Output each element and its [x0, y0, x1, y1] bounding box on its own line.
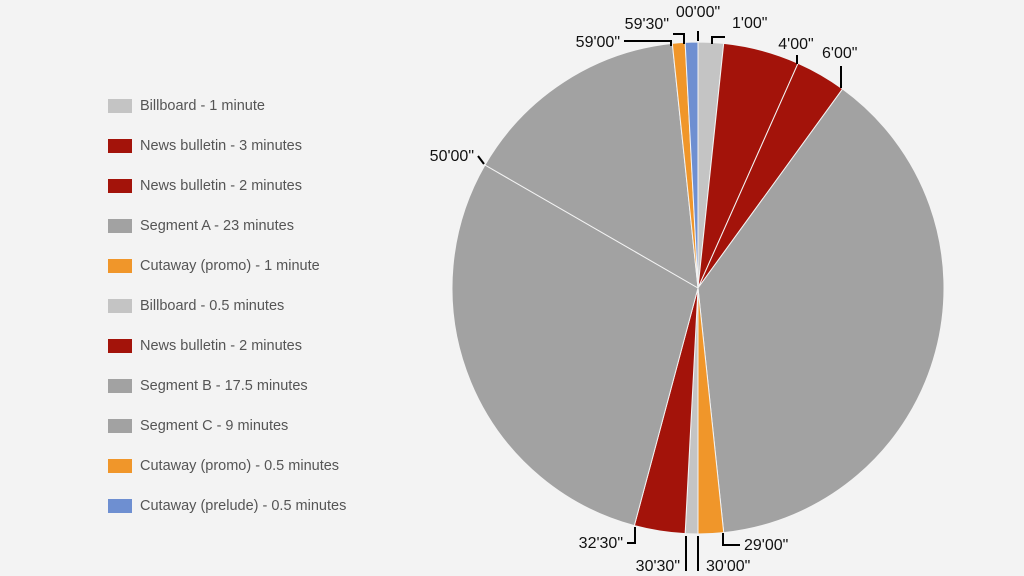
legend-item: News bulletin - 2 minutes: [108, 166, 408, 206]
legend-swatch: [108, 259, 132, 273]
legend-swatch: [108, 299, 132, 313]
legend-label: Cutaway (promo) - 0.5 minutes: [140, 458, 340, 474]
time-marker: 30'00": [697, 536, 750, 575]
legend-swatch: [108, 499, 132, 513]
time-marker-label: 6'00": [822, 45, 857, 62]
legend-item: Segment C - 9 minutes: [108, 406, 408, 446]
time-marker-label: 29'00": [744, 537, 788, 554]
time-marker: 00'00": [676, 4, 720, 41]
time-marker: 29'00": [722, 533, 788, 554]
time-marker-label: 30'00": [706, 558, 750, 575]
legend: Billboard - 1 minute News bulletin - 3 m…: [108, 86, 408, 526]
pie-slice: [484, 42, 699, 289]
time-marker-label: 32'30": [579, 535, 623, 552]
legend-item: Cutaway (promo) - 1 minute: [108, 246, 408, 286]
time-marker-label: 30'30": [636, 558, 680, 575]
legend-item: News bulletin - 2 minutes: [108, 326, 408, 366]
legend-swatch: [108, 219, 132, 233]
pie-slice: [684, 41, 699, 289]
time-marker-leader-line: [627, 527, 636, 544]
legend-label: Cutaway (prelude) - 0.5 minutes: [140, 498, 347, 514]
pie-slice: [451, 164, 699, 527]
time-markers: 00'00" 1'00" 4'00" 6'00" 29'00" 30'00" 30'30" 3…: [430, 4, 858, 575]
legend-label: Billboard - 1 minute: [140, 98, 265, 114]
time-marker-label: 50'00": [430, 148, 474, 165]
legend-item: Billboard - 0.5 minutes: [108, 286, 408, 326]
legend-label: Billboard - 0.5 minutes: [140, 298, 285, 314]
legend-swatch: [108, 99, 132, 113]
legend-label: News bulletin - 2 minutes: [140, 178, 302, 194]
time-marker: 32'30": [579, 527, 636, 552]
time-marker-label: 4'00": [778, 36, 813, 53]
time-marker-leader-line: [477, 155, 485, 165]
legend-label: Cutaway (promo) - 1 minute: [140, 258, 320, 274]
time-marker: 1'00": [711, 15, 767, 44]
time-marker-label: 59'00": [576, 34, 620, 51]
legend-item: Billboard - 1 minute: [108, 86, 408, 126]
time-marker: 59'00": [576, 34, 672, 51]
pie-slices: [451, 41, 945, 535]
legend-item: Cutaway (prelude) - 0.5 minutes: [108, 486, 408, 526]
time-marker: 30'30": [636, 536, 687, 575]
legend-swatch: [108, 459, 132, 473]
time-marker: 59'30": [625, 16, 685, 44]
time-marker-label: 00'00": [676, 4, 720, 21]
legend-label: Segment C - 9 minutes: [140, 418, 289, 434]
time-marker-leader-line: [722, 533, 740, 546]
time-marker-label: 1'00": [732, 15, 767, 32]
legend-label: News bulletin - 2 minutes: [140, 338, 302, 354]
time-marker: 50'00": [430, 148, 485, 165]
pie-slice: [697, 88, 945, 534]
legend-item: Segment B - 17.5 minutes: [108, 366, 408, 406]
legend-item: Cutaway (promo) - 0.5 minutes: [108, 446, 408, 486]
time-marker-label: 59'30": [625, 16, 669, 33]
time-marker-leader-line: [711, 36, 725, 44]
legend-label: Segment B - 17.5 minutes: [140, 378, 308, 394]
legend-item: Segment A - 23 minutes: [108, 206, 408, 246]
legend-swatch: [108, 379, 132, 393]
legend-item: News bulletin - 3 minutes: [108, 126, 408, 166]
legend-swatch: [108, 179, 132, 193]
legend-swatch: [108, 419, 132, 433]
time-marker: 6'00": [822, 45, 857, 88]
time-marker: 4'00": [778, 36, 814, 64]
legend-label: Segment A - 23 minutes: [140, 218, 294, 234]
legend-label: News bulletin - 3 minutes: [140, 138, 302, 154]
legend-swatch: [108, 339, 132, 353]
time-marker-leader-line: [673, 33, 685, 44]
legend-swatch: [108, 139, 132, 153]
time-marker-leader-line: [624, 40, 672, 46]
